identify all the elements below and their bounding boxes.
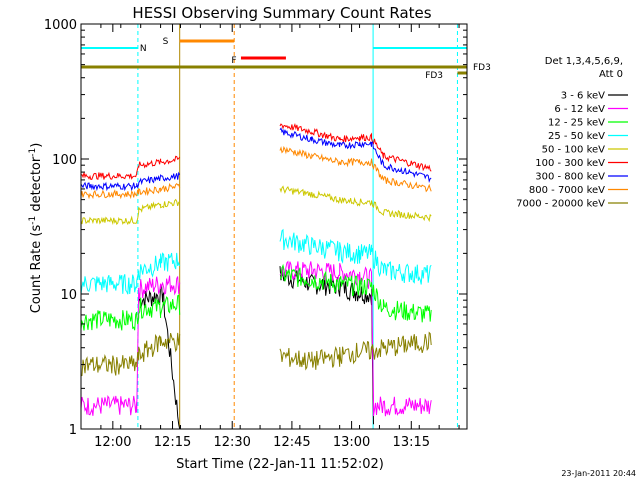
legend-label-6: 300 - 800 keV (535, 172, 605, 183)
y-tick-label-0: 1 (69, 423, 77, 438)
legend-header-1: Att 0 (599, 69, 623, 80)
footer-date: 23-Jan-2011 20:44 (561, 469, 636, 478)
x-tick-label-1: 12:15 (154, 435, 191, 450)
series-3-trace-a (80, 252, 181, 295)
y-axis-label-sup2: -1 (28, 148, 38, 157)
x-tick-label-3: 12:45 (273, 435, 310, 450)
legend-label-7: 800 - 7000 keV (529, 185, 605, 196)
flag-label-5: FD3 (425, 71, 443, 81)
y-axis-label-part2: detector (29, 156, 44, 216)
flag-label-4: FD3 (473, 63, 491, 73)
series-6-trace-b (279, 127, 432, 184)
series-8-trace-a (80, 332, 181, 377)
legend-header-0: Det 1,3,4,5,6,9, (545, 56, 623, 67)
legend-label-5: 100 - 300 keV (535, 158, 605, 169)
series-3-trace-b (279, 228, 432, 285)
series-2-trace-b (279, 263, 432, 323)
x-tick-label-2: 12:30 (213, 435, 250, 450)
series-4-trace-b (279, 185, 432, 223)
series-1-trace-a (80, 275, 181, 416)
y-tick-label-2: 100 (52, 153, 77, 168)
y-axis-label-sup1: -1 (28, 216, 38, 225)
series-2-trace-a (80, 294, 181, 331)
x-tick-label-4: 13:00 (333, 435, 370, 450)
series-5-trace-a (80, 155, 181, 181)
flag-label-0: N (140, 44, 147, 54)
series-7-trace-b (279, 145, 432, 193)
x-axis-label: Start Time (22-Jan-11 11:52:02) (176, 457, 384, 472)
axes: 1 10 100 1000 12:00 12:15 12:30 12:45 13:00 13:15 (44, 18, 467, 450)
legend-label-3: 25 - 50 keV (548, 131, 605, 142)
flag-label-2: S (163, 37, 169, 47)
series-1-trace-b (279, 260, 432, 417)
series-8-trace-b (279, 331, 432, 371)
series-6-trace-a (80, 171, 181, 192)
legend-label-1: 6 - 12 keV (554, 104, 605, 115)
series-7-trace-a (80, 182, 181, 200)
y-tick-label-1: 10 (60, 288, 77, 303)
legend: Det 1,3,4,5,6,9, Att 0 3 - 6 keV 6 - 12 keV… (516, 56, 628, 210)
legend-label-2: 12 - 25 keV (548, 118, 605, 129)
flag-label-3: F (231, 56, 236, 66)
y-axis-label-part1: Count Rate (s (29, 225, 44, 314)
legend-label-8: 7000 - 20000 keV (516, 199, 605, 210)
legend-label-0: 3 - 6 keV (561, 91, 605, 102)
plot-frame (80, 23, 468, 430)
plot-area: N S F FD3 FD3 (80, 24, 491, 430)
series-4-trace-a (80, 198, 180, 226)
y-tick-label-3: 1000 (44, 18, 77, 33)
y-axis-label: Count Rate (s-1 detector-1) (28, 143, 44, 314)
y-axis-label-part3: ) (29, 143, 44, 148)
series-5-trace-b (279, 123, 432, 172)
x-tick-label-5: 13:15 (393, 435, 430, 450)
chart-title: HESSI Observing Summary Count Rates (132, 4, 431, 22)
x-tick-label-0: 12:00 (94, 435, 131, 450)
legend-label-4: 50 - 100 keV (542, 145, 606, 156)
